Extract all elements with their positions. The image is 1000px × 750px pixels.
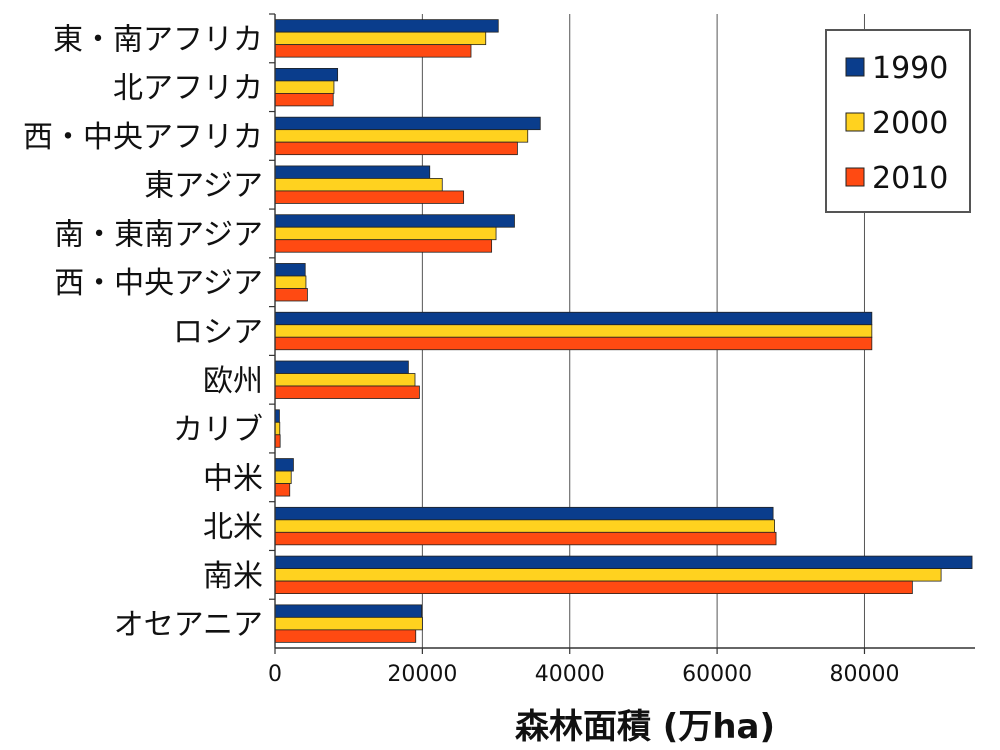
x-tick-label: 20000 (387, 662, 457, 687)
category-label: ロシア (173, 315, 263, 350)
legend-label-2010: 2010 (872, 161, 948, 196)
axes (274, 14, 975, 649)
bar-2010 (274, 580, 913, 594)
bar-2000 (274, 275, 307, 289)
bar-2010 (274, 141, 518, 156)
bar-1990 (274, 116, 541, 131)
category-label: カリブ (173, 413, 263, 448)
bar-1990 (274, 604, 423, 618)
bars-group (274, 19, 973, 643)
category-label: 西・中央アジア (54, 266, 263, 301)
bar-1990 (274, 165, 431, 179)
bar-2010 (274, 483, 291, 497)
legend-label-1990: 1990 (872, 51, 948, 86)
bar-1990 (274, 68, 339, 82)
legend-swatch-2010 (845, 167, 865, 187)
bar-2000 (274, 519, 775, 533)
bar-2000 (274, 178, 443, 192)
category-label: 欧州 (203, 364, 263, 399)
category-label: 北アフリカ (113, 71, 263, 106)
bar-1990 (274, 214, 515, 228)
bar-1990 (274, 458, 294, 472)
x-tick-label: 80000 (829, 662, 899, 687)
x-tick-labels: 0 20000 40000 60000 80000 (268, 662, 899, 687)
bar-2010 (274, 93, 334, 107)
bar-2010 (274, 336, 873, 351)
legend-swatch-2000 (845, 112, 865, 132)
bar-2000 (274, 80, 335, 94)
legend-label-2000: 2000 (872, 106, 948, 141)
category-label: 東アジア (144, 169, 263, 204)
bar-2000 (274, 31, 487, 46)
bar-2010 (274, 190, 465, 204)
bar-2000 (274, 421, 281, 436)
bar-2000 (274, 470, 292, 484)
category-labels: 東・南アフリカ北アフリカ西・中央アフリカ東アジア南・東南アジア西・中央アジアロシ… (23, 22, 263, 642)
category-label: 東・南アフリカ (53, 22, 263, 57)
bar-2010 (274, 385, 420, 399)
category-label: 中米 (203, 461, 263, 496)
bar-2010 (274, 629, 417, 643)
bar-2010 (274, 434, 281, 448)
bar-1990 (274, 506, 774, 521)
bar-2010 (274, 531, 777, 546)
x-tick-label: 60000 (682, 662, 752, 687)
bar-1990 (274, 360, 409, 374)
bar-1990 (274, 19, 499, 33)
bar-2010 (274, 239, 493, 253)
bar-2010 (274, 44, 472, 58)
bar-1990 (274, 263, 306, 277)
category-label: 南・東南アジア (54, 217, 263, 252)
legend: 1990 2000 2010 (825, 29, 971, 213)
category-label: 南米 (203, 559, 263, 594)
bar-1990 (274, 555, 973, 569)
bar-2000 (274, 568, 942, 582)
bar-2000 (274, 616, 423, 631)
category-label: オセアニア (114, 608, 263, 643)
x-tick-label: 40000 (535, 662, 605, 687)
bar-2000 (274, 373, 416, 387)
bar-2000 (274, 324, 873, 338)
bar-2000 (274, 129, 529, 143)
category-label: 西・中央アフリカ (23, 120, 263, 155)
bar-1990 (274, 311, 873, 326)
bar-2000 (274, 226, 497, 241)
bar-2010 (274, 288, 308, 302)
category-label: 北米 (203, 510, 263, 545)
x-axis-title: 森林面積 (万ha) (515, 707, 775, 747)
legend-swatch-1990 (845, 57, 865, 77)
x-tick-label: 0 (268, 662, 282, 687)
